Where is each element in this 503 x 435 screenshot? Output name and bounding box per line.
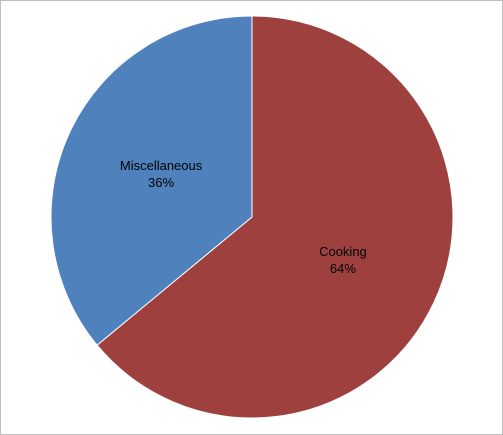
pie-slice-miscellaneous <box>50 15 253 346</box>
slice-category-label: Miscellaneous <box>120 158 203 173</box>
data-label-cooking: Cooking 64% <box>319 244 367 276</box>
slice-percent-label: 64% <box>330 261 356 276</box>
pie-slice-cooking <box>96 15 454 419</box>
slice-category-label: Cooking <box>319 244 367 259</box>
data-label-miscellaneous: Miscellaneous 36% <box>120 158 203 190</box>
slice-percent-label: 36% <box>148 175 174 190</box>
